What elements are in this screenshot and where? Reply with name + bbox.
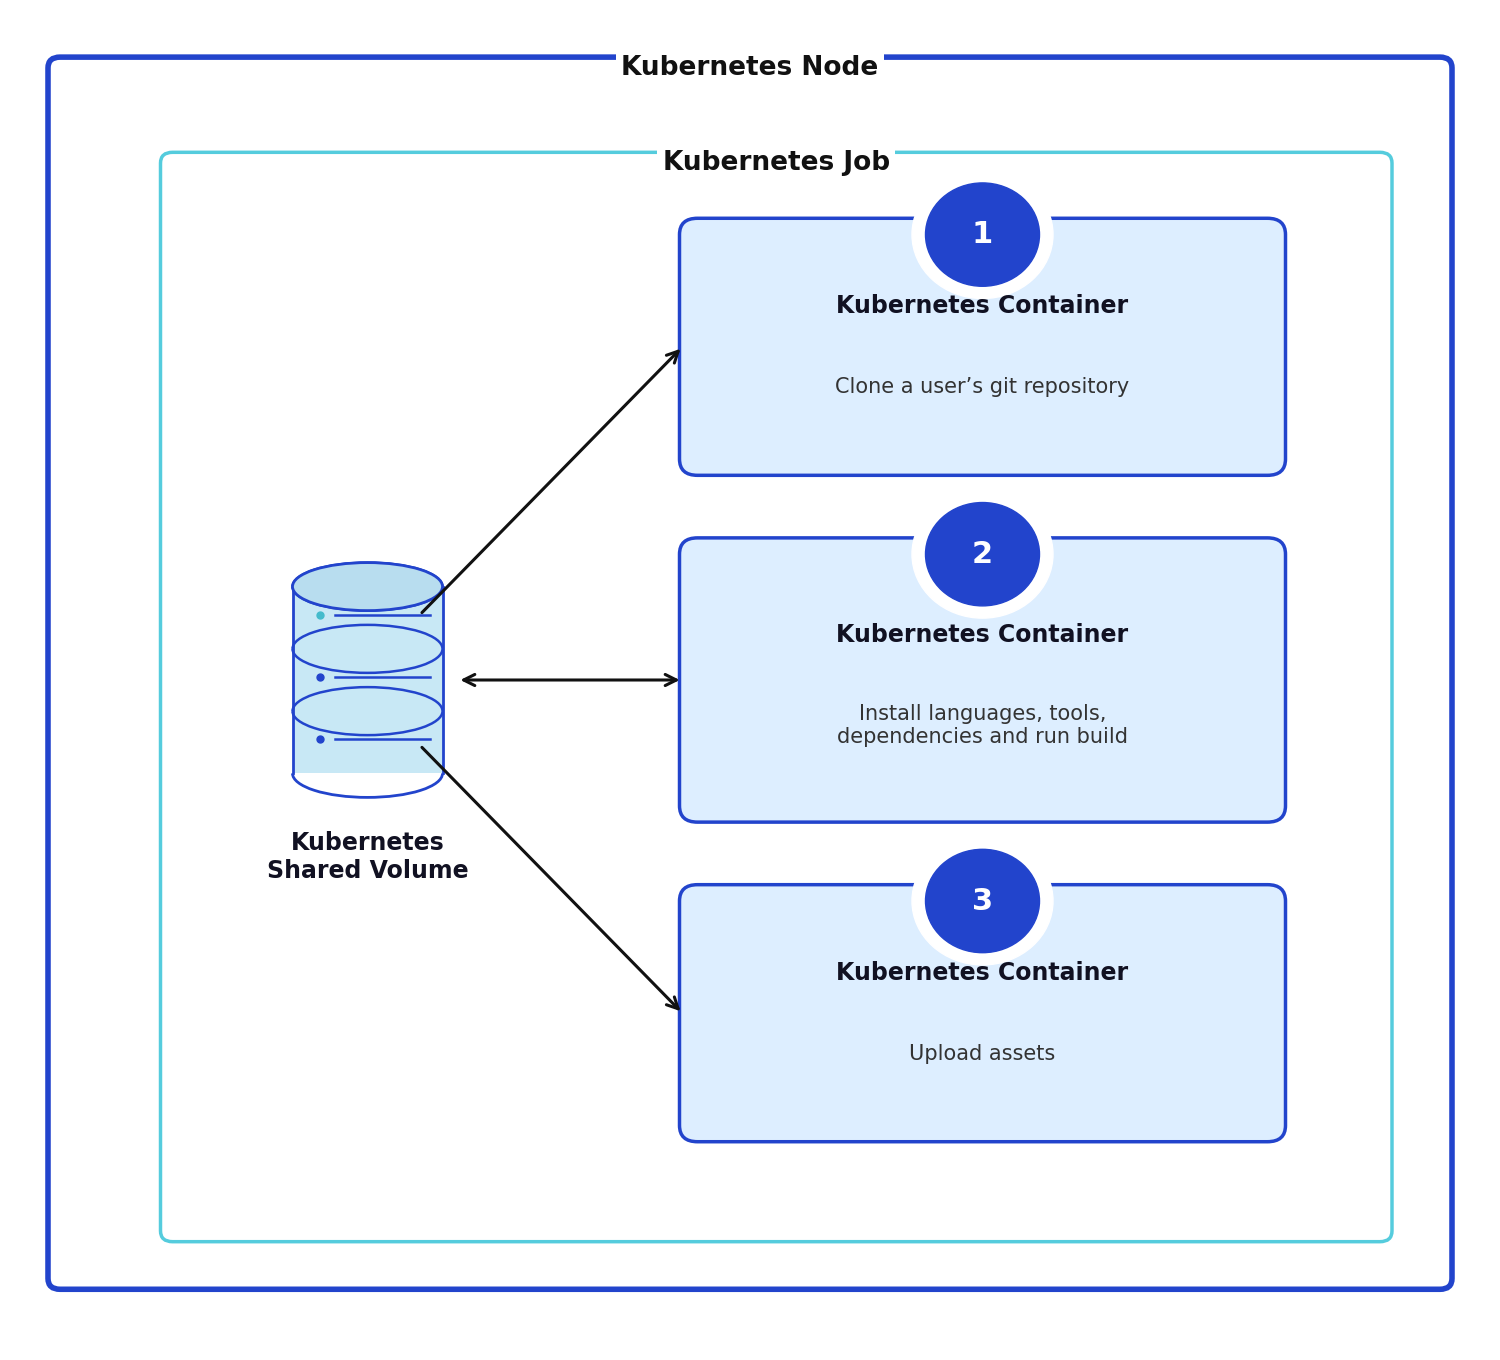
Text: 2: 2 (972, 540, 993, 568)
Ellipse shape (292, 563, 442, 611)
FancyBboxPatch shape (48, 57, 1452, 1289)
Text: Kubernetes
Shared Volume: Kubernetes Shared Volume (267, 831, 468, 883)
FancyBboxPatch shape (680, 539, 1286, 821)
Bar (292, 586, 442, 774)
Circle shape (912, 836, 1053, 966)
Text: Kubernetes Node: Kubernetes Node (621, 54, 879, 82)
Text: Install languages, tools,
dependencies and run build: Install languages, tools, dependencies a… (837, 703, 1128, 747)
Text: Clone a user’s git repository: Clone a user’s git repository (836, 377, 1130, 397)
Text: Kubernetes Container: Kubernetes Container (837, 960, 1128, 985)
Circle shape (912, 170, 1053, 299)
FancyBboxPatch shape (680, 885, 1286, 1142)
Text: 3: 3 (972, 887, 993, 915)
FancyBboxPatch shape (680, 219, 1286, 476)
Text: Kubernetes Container: Kubernetes Container (837, 623, 1128, 647)
Text: 1: 1 (972, 220, 993, 249)
Text: Upload assets: Upload assets (909, 1043, 1056, 1064)
Circle shape (926, 849, 1040, 952)
Text: Kubernetes Job: Kubernetes Job (663, 150, 890, 177)
Circle shape (912, 491, 1053, 617)
Circle shape (926, 503, 1040, 607)
Text: Kubernetes Container: Kubernetes Container (837, 294, 1128, 318)
Circle shape (926, 182, 1040, 287)
FancyBboxPatch shape (160, 152, 1392, 1242)
